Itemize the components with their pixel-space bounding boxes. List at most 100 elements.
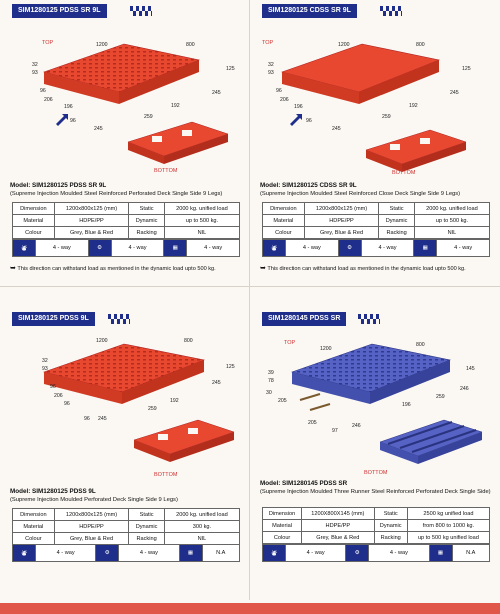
arrow-right-icon: ➥ [10, 265, 16, 272]
spec-table: Dimension 1200x800x125 (mm) Static 2000 kg.… [262, 202, 491, 239]
dim-label: 96 [50, 384, 56, 390]
banner-checker [358, 314, 380, 324]
spec-cell: Static [378, 202, 415, 215]
model-title: Model: SIM1280125 PDSS 9L [10, 488, 96, 495]
bottom-label: BOTTOM [392, 170, 416, 176]
hand-truck-icon: ⚙ [337, 239, 362, 257]
dim-label: 78 [268, 378, 274, 384]
load-note: ➥ This direction can withstand load as m… [260, 265, 492, 273]
spec-cell: Racking [378, 226, 415, 239]
load-note-text: This direction can withstand load as men… [17, 266, 216, 272]
product-banner: SIM1280145 PDSS SR [262, 312, 347, 326]
spec-cell: Colour [262, 226, 305, 239]
spec-cell: Dynamic [128, 520, 165, 533]
dim-label: 245 [212, 90, 221, 96]
way-value: N.A [201, 544, 240, 562]
forklift-icon: ⛇ [12, 239, 36, 257]
way-value: 4 - way [436, 239, 490, 257]
spec-cell: Dimension [261, 507, 303, 520]
way-value: 4 - way [285, 239, 339, 257]
dim-label: 206 [44, 97, 53, 103]
dim-label: 1200 [96, 42, 108, 48]
model-description: (Supreme Injection Moulded Three Runner … [260, 489, 491, 495]
way-value: 4 - way [284, 544, 347, 562]
dim-label: 30 [266, 390, 272, 396]
spec-cell: 2000 kg. unified load [163, 202, 241, 215]
rack-icon: ▦ [178, 544, 203, 562]
vertical-divider [249, 0, 250, 600]
spec-cell: 1200X800X145 (mm) [301, 507, 375, 520]
model-description: (Supreme Injection Moulded Perforated De… [10, 497, 178, 503]
spec-cell: 2000 kg. unified load [413, 202, 491, 215]
dim-label: 206 [54, 393, 63, 399]
spec-table: Dimension 1200x800x125 (mm) Static 2000 kg.… [12, 508, 241, 545]
product-banner: SIM1280125 PDSS SR 9L [12, 4, 107, 18]
dim-label: 93 [268, 70, 274, 76]
dim-label: 246 [460, 386, 469, 392]
spec-cell: Colour [12, 226, 55, 239]
spec-cell: 1200x800x125 (mm) [303, 202, 380, 215]
pallet-top-drawing [290, 343, 452, 411]
spec-cell: Racking [128, 226, 165, 239]
spec-cell: Static [128, 508, 165, 521]
way-value: 4 - way [110, 239, 165, 257]
dim-label: 196 [64, 104, 73, 110]
dim-label: 32 [42, 358, 48, 364]
dim-label: 245 [98, 416, 107, 422]
dim-label: 1200 [320, 346, 332, 352]
dim-label: 245 [94, 126, 103, 132]
bottom-label: BOTTOM [154, 472, 178, 478]
spec-cell: Grey, Blue & Red [303, 226, 380, 239]
spec-cell: NIL [163, 226, 241, 239]
way-value: 4 - way [118, 544, 180, 562]
spec-cell: Material [261, 519, 303, 532]
spec-table: Dimension 1200X800X145 (mm) Static 2500 kg … [261, 507, 491, 544]
dim-label: 96 [64, 401, 70, 407]
spec-cell: HDPE/PP [301, 519, 375, 532]
product-banner: SIM1280125 CDSS SR 9L [262, 4, 357, 18]
dim-label: 1200 [338, 42, 350, 48]
way-value: 4 - way [360, 239, 415, 257]
dim-label: 1200 [96, 338, 108, 344]
dim-label: 245 [332, 126, 341, 132]
model-description: (Supreme Injection Moulded Steel Reinfor… [260, 191, 461, 197]
spec-cell: Material [12, 214, 55, 227]
dim-label: 259 [436, 394, 445, 400]
pallet-bottom-drawing [379, 419, 483, 464]
bottom-label: BOTTOM [364, 470, 388, 476]
top-label: TOP [262, 40, 274, 46]
bottom-label: BOTTOM [154, 168, 178, 174]
top-label: TOP [284, 340, 296, 346]
dim-label: 192 [171, 103, 180, 109]
pallet-top-drawing [42, 343, 206, 404]
spec-cell: HDPE/PP [53, 214, 130, 227]
spec-cell: Colour [261, 531, 303, 544]
dim-label: 259 [148, 406, 157, 412]
way-value: 4 - way [34, 544, 97, 562]
banner-checker [130, 6, 152, 16]
spec-cell: Dimension [12, 202, 55, 215]
handling-table: ⛇ 4 - way ⚙ 4 - way ▦ N.A [262, 544, 490, 562]
model-title: Model: SIM1280125 CDSS SR 9L [260, 182, 357, 189]
pallet-top-drawing [280, 43, 441, 104]
forklift-icon: ⛇ [12, 544, 36, 562]
product-panel-1: SIM1280125 PDSS SR 9L TOP 1200 800 32 93… [4, 0, 244, 282]
spec-cell: Material [262, 214, 305, 227]
spec-cell: 1200x800x125 (mm) [53, 202, 130, 215]
pallet-top-drawing [42, 43, 201, 104]
dim-label: 192 [409, 103, 418, 109]
direction-arrow-icon [56, 114, 68, 126]
spec-cell: NIL [163, 532, 241, 545]
spec-cell: Material [12, 520, 55, 533]
spec-cell: Dynamic [373, 519, 408, 532]
dim-label: 125 [226, 66, 235, 72]
dim-label: 32 [268, 62, 274, 68]
dim-label: 192 [170, 398, 179, 404]
product-panel-3: SIM1280125 PDSS 9L 1200 800 32 93 125 96… [4, 308, 244, 590]
dim-label: 245 [212, 380, 221, 386]
dim-label: 205 [308, 420, 317, 426]
dim-label: 96 [40, 88, 46, 94]
way-value: 4 - way [368, 544, 430, 562]
footer-bar [0, 603, 500, 614]
spec-cell: Grey, Blue & Red [53, 226, 130, 239]
